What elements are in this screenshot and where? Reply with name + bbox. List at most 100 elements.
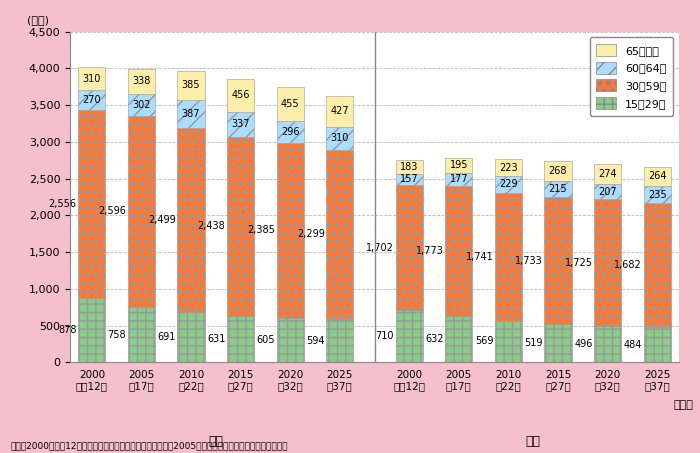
Bar: [545, 324, 572, 362]
Bar: [445, 159, 472, 173]
Text: 2,556: 2,556: [49, 199, 77, 209]
Text: 569: 569: [475, 337, 493, 347]
Text: 268: 268: [549, 166, 567, 176]
Bar: [495, 193, 522, 321]
Bar: [227, 78, 254, 112]
Text: 631: 631: [207, 334, 225, 344]
Bar: [227, 316, 254, 362]
Text: 337: 337: [231, 120, 250, 130]
Bar: [643, 203, 671, 327]
Text: 2,299: 2,299: [297, 229, 325, 239]
Bar: [276, 143, 304, 318]
Bar: [128, 307, 155, 362]
Bar: [78, 90, 106, 110]
Text: 456: 456: [231, 90, 250, 101]
Text: 605: 605: [257, 335, 275, 345]
Text: 1,733: 1,733: [515, 255, 543, 265]
Text: 427: 427: [330, 106, 349, 116]
Text: 710: 710: [376, 331, 394, 341]
Bar: [78, 67, 106, 90]
Bar: [326, 127, 354, 150]
Text: 387: 387: [182, 109, 200, 119]
Bar: [78, 298, 106, 362]
Text: 338: 338: [132, 76, 150, 87]
Text: 207: 207: [598, 187, 617, 197]
Bar: [276, 318, 304, 362]
Bar: [395, 173, 423, 185]
Bar: [495, 176, 522, 193]
Text: 2,385: 2,385: [247, 225, 275, 235]
Text: (万人): (万人): [27, 15, 50, 25]
Text: 229: 229: [499, 179, 518, 189]
Text: 157: 157: [400, 174, 419, 184]
Bar: [177, 128, 204, 312]
Bar: [177, 100, 204, 128]
Text: 2,596: 2,596: [99, 206, 126, 217]
Text: 195: 195: [449, 160, 468, 170]
Bar: [495, 321, 522, 362]
Bar: [445, 316, 472, 362]
Bar: [276, 121, 304, 143]
Text: 484: 484: [624, 340, 642, 350]
Bar: [177, 71, 204, 100]
Text: 385: 385: [182, 80, 200, 91]
Bar: [643, 186, 671, 203]
Text: 215: 215: [549, 184, 567, 194]
Text: 878: 878: [58, 325, 77, 335]
Bar: [128, 116, 155, 307]
Text: 691: 691: [158, 332, 176, 342]
Text: 183: 183: [400, 162, 419, 172]
Bar: [326, 319, 354, 362]
Bar: [594, 164, 621, 184]
Bar: [395, 160, 423, 173]
Bar: [227, 137, 254, 316]
Bar: [128, 69, 155, 94]
Text: 1,741: 1,741: [466, 251, 493, 262]
Text: 1,682: 1,682: [615, 260, 642, 270]
Text: 296: 296: [281, 127, 300, 137]
Bar: [545, 181, 572, 197]
Bar: [594, 184, 621, 199]
Bar: [643, 327, 671, 362]
Text: 1,702: 1,702: [366, 243, 394, 253]
Text: 310: 310: [83, 74, 101, 84]
Text: 男性: 男性: [209, 435, 223, 448]
Text: 2,438: 2,438: [197, 222, 225, 231]
Text: 資料：2000（平成12）年は、総務省統計局『労働力調査』、2005年以降は、厚生労働省職業安定局推計: 資料：2000（平成12）年は、総務省統計局『労働力調査』、2005年以降は、厚…: [10, 442, 288, 451]
Text: 455: 455: [281, 99, 300, 109]
Bar: [545, 197, 572, 324]
Text: 女性: 女性: [526, 435, 540, 448]
Text: 302: 302: [132, 100, 150, 110]
Bar: [395, 185, 423, 310]
Text: 223: 223: [499, 163, 518, 173]
Bar: [445, 173, 472, 186]
Bar: [326, 96, 354, 127]
Text: 496: 496: [574, 339, 592, 349]
Bar: [128, 94, 155, 116]
Text: 274: 274: [598, 169, 617, 179]
Text: 177: 177: [449, 174, 468, 184]
Text: 1,773: 1,773: [416, 246, 444, 256]
Text: 270: 270: [83, 95, 101, 105]
Bar: [495, 159, 522, 176]
Bar: [445, 186, 472, 316]
Bar: [594, 199, 621, 326]
Text: 758: 758: [108, 329, 126, 340]
Legend: 65歳以上, 60～64歳, 30～59歳, 15～29歳: 65歳以上, 60～64歳, 30～59歳, 15～29歳: [589, 37, 673, 116]
Text: 594: 594: [306, 336, 325, 346]
Bar: [227, 112, 254, 137]
Bar: [395, 310, 423, 362]
Bar: [326, 150, 354, 319]
Text: （年）: （年）: [673, 400, 694, 410]
Text: 1,725: 1,725: [564, 258, 592, 268]
Bar: [78, 110, 106, 298]
Text: 2,499: 2,499: [148, 215, 176, 225]
Bar: [276, 87, 304, 121]
Text: 310: 310: [330, 134, 349, 144]
Bar: [643, 167, 671, 186]
Text: 235: 235: [648, 190, 666, 200]
Text: 264: 264: [648, 171, 666, 181]
Text: 519: 519: [524, 338, 543, 348]
Bar: [545, 161, 572, 181]
Bar: [177, 312, 204, 362]
